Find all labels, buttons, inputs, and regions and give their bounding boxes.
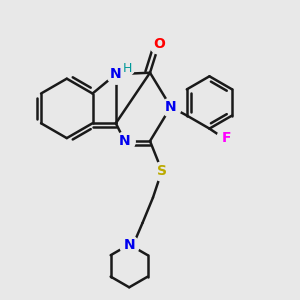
Text: F: F <box>222 130 231 145</box>
Text: N: N <box>123 238 135 251</box>
Text: N: N <box>110 67 122 81</box>
Text: H: H <box>122 62 132 75</box>
Text: S: S <box>157 164 167 178</box>
Text: N: N <box>119 134 130 148</box>
Text: O: O <box>153 38 165 52</box>
Text: N: N <box>165 100 177 114</box>
